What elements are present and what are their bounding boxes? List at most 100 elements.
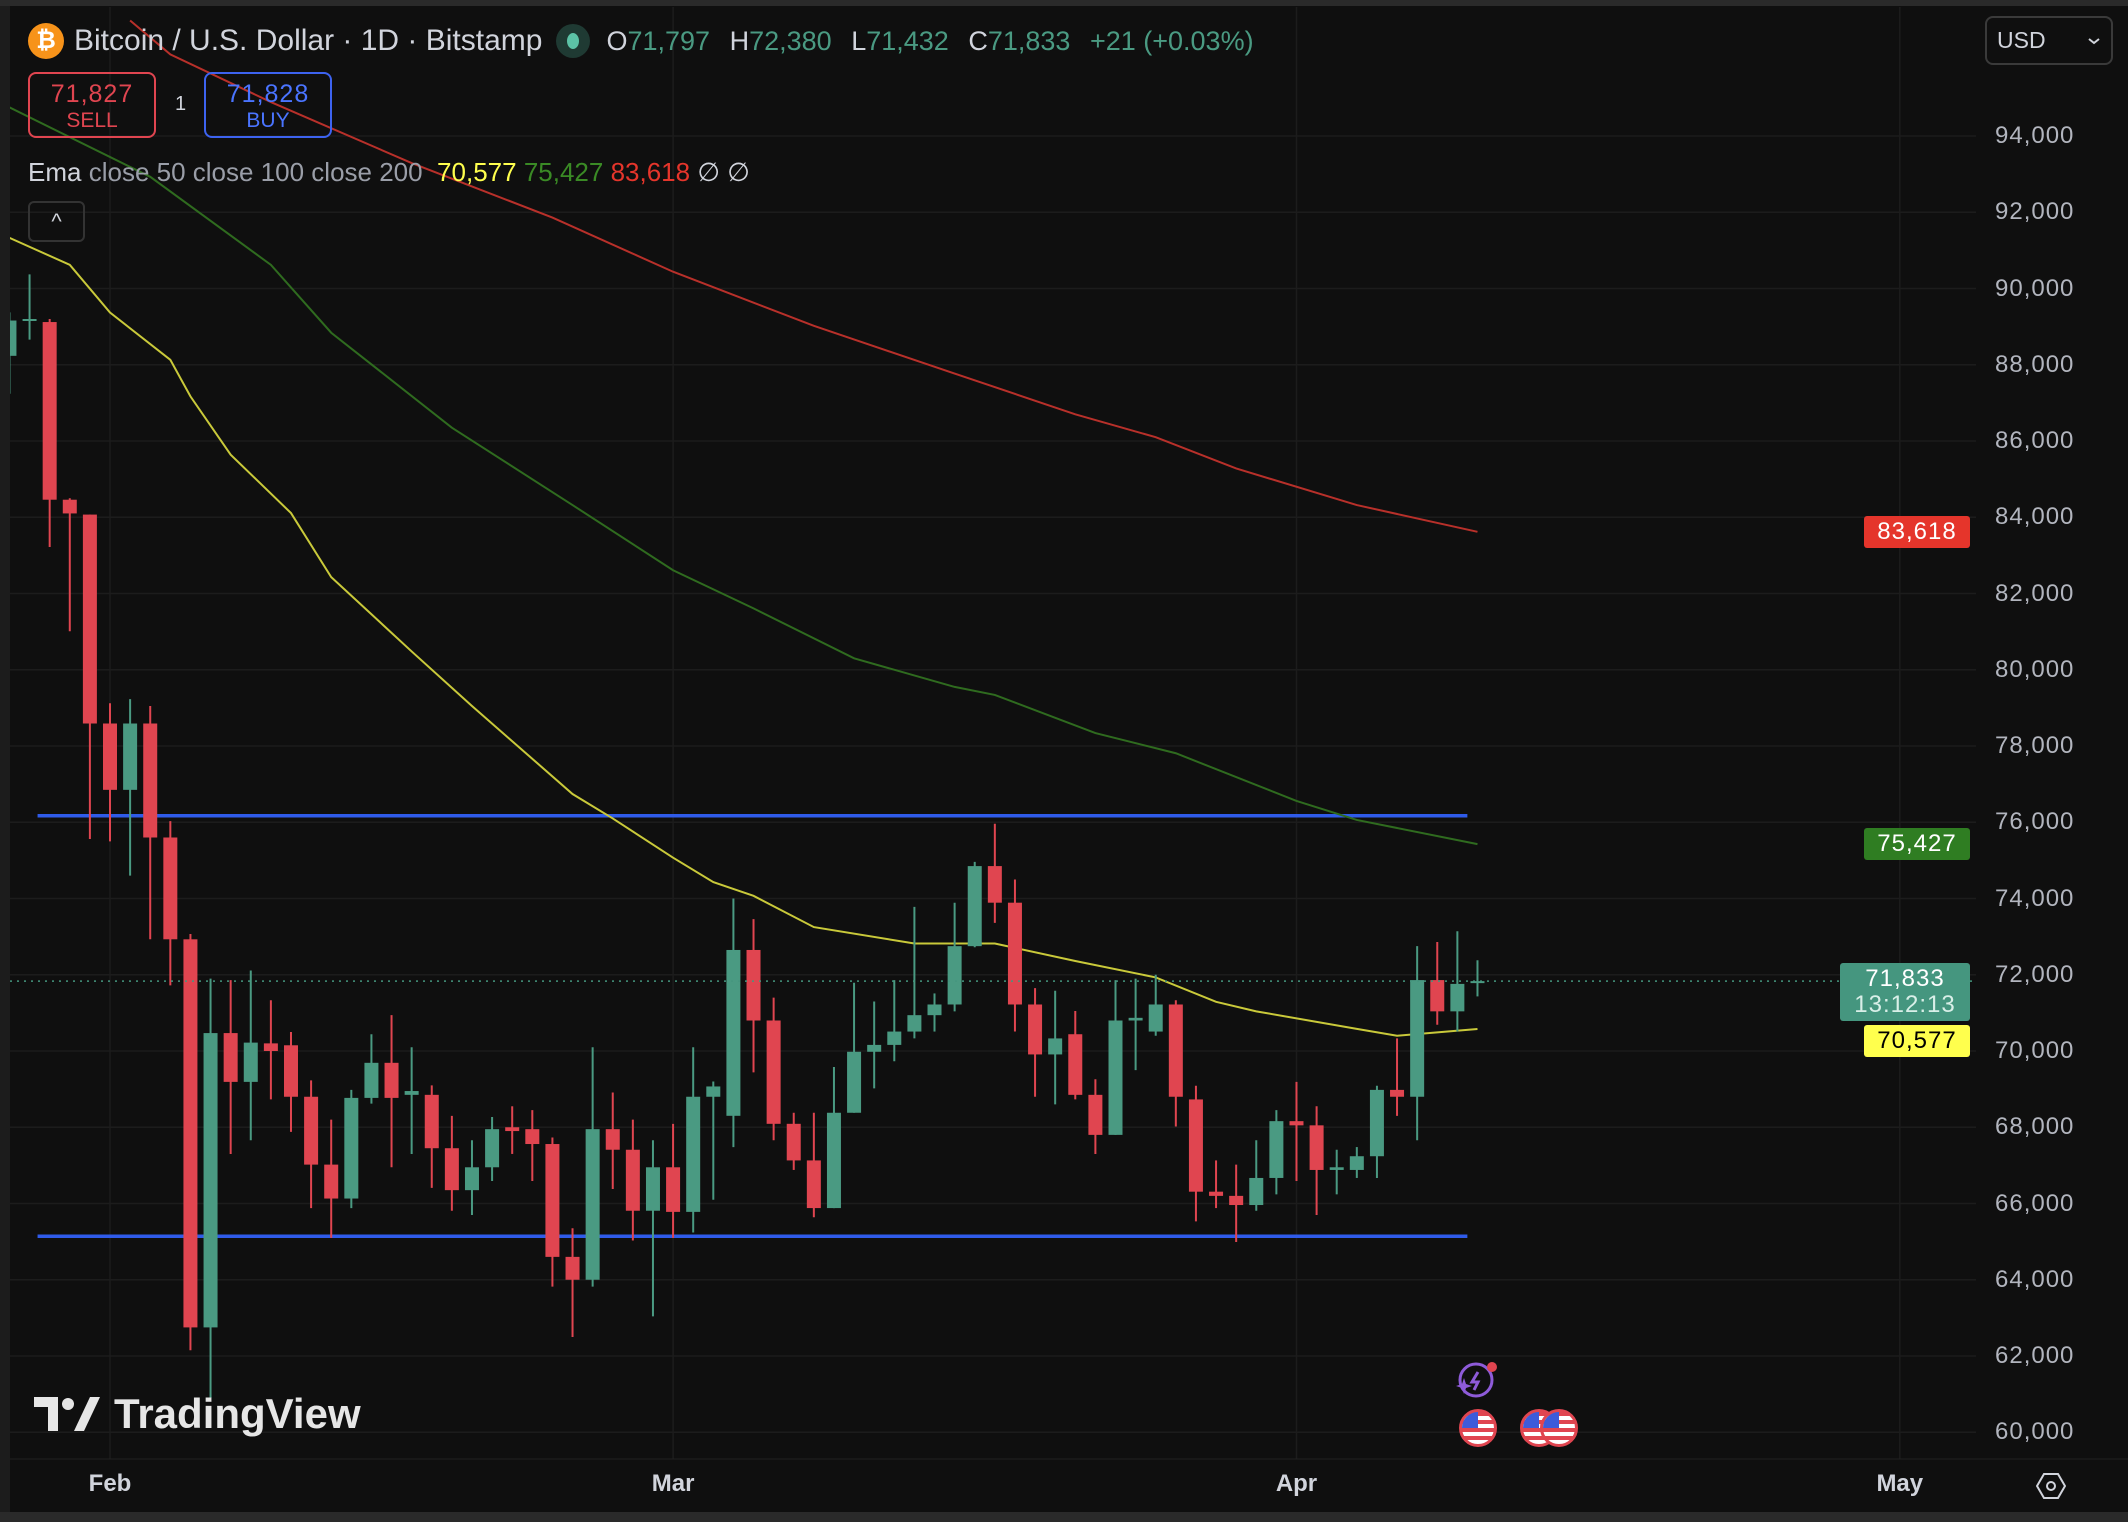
- sell-button[interactable]: 71,827 SELL: [28, 72, 156, 138]
- tradingview-watermark: TradingView: [34, 1390, 361, 1438]
- candle: [806, 1112, 821, 1218]
- candle-body: [746, 949, 761, 1021]
- candle: [1470, 960, 1485, 997]
- order-quantity[interactable]: 1: [175, 93, 187, 115]
- change-value: +21 (+0.03%): [1089, 25, 1254, 56]
- candle-body: [927, 1004, 942, 1016]
- price-badge: 75,427: [1864, 828, 1970, 861]
- candle: [344, 1089, 359, 1209]
- us-flag-icon[interactable]: [1459, 1409, 1497, 1447]
- time-tick-label: May: [1876, 1470, 1924, 1497]
- candle-body: [686, 1096, 701, 1212]
- candle-body: [364, 1062, 379, 1098]
- window-top-border: [0, 0, 2128, 6]
- candle: [1209, 1160, 1224, 1209]
- price-tick-label: 82,000: [1995, 579, 2075, 607]
- candle-body: [103, 723, 117, 790]
- candle-body: [123, 723, 138, 790]
- candle: [485, 1116, 500, 1182]
- candle-body: [1309, 1125, 1324, 1170]
- market-status-icon[interactable]: [556, 24, 591, 58]
- candle: [22, 274, 37, 340]
- time-tick-label: Mar: [651, 1470, 695, 1497]
- price-tick-label: 68,000: [1995, 1113, 2075, 1141]
- ohlc-values: O71,797 H72,380 L71,432 C71,833 +21 (+0.…: [606, 26, 1253, 57]
- ema-params: close 50 close 100 close 200: [88, 157, 423, 187]
- sell-label: SELL: [66, 109, 118, 132]
- low-label: L: [851, 25, 867, 56]
- candle: [907, 906, 922, 1039]
- candle-body: [1188, 1099, 1203, 1192]
- candle-body: [183, 939, 198, 1328]
- grid: [10, 7, 1976, 1459]
- price-tick-label: 86,000: [1995, 427, 2075, 454]
- symbol-title[interactable]: Bitcoin / U.S. Dollar · 1D · Bitstamp: [74, 24, 543, 57]
- candle: [1007, 879, 1022, 1032]
- window-bottom-border: [0, 1512, 2128, 1522]
- candle: [605, 1092, 620, 1190]
- candle-body: [545, 1144, 560, 1257]
- candle-body: [826, 1112, 841, 1209]
- candle: [1168, 1000, 1183, 1127]
- candle-body: [1028, 1004, 1043, 1055]
- time-tick-label: Feb: [88, 1470, 132, 1497]
- candle-body: [404, 1091, 419, 1095]
- candle: [1068, 1010, 1083, 1100]
- candle-body: [766, 1020, 781, 1124]
- buy-button[interactable]: 71,828 BUY: [204, 72, 332, 138]
- candle-body: [444, 1148, 459, 1191]
- price-badge: 83,618: [1864, 515, 1970, 548]
- high-value: 72,380: [749, 25, 832, 56]
- candle-body: [786, 1123, 801, 1161]
- price-tick-label: 64,000: [1995, 1265, 2075, 1293]
- currency-select[interactable]: USD: [1985, 16, 2113, 65]
- candle-body: [1329, 1167, 1344, 1170]
- symbol-header[interactable]: ₿ Bitcoin / U.S. Dollar · 1D · Bitstamp …: [28, 20, 1254, 62]
- candle: [585, 1047, 600, 1287]
- candle-body: [424, 1094, 439, 1149]
- candle-body: [887, 1031, 902, 1045]
- ema-name: Ema: [28, 157, 82, 187]
- bitcoin-icon: ₿: [28, 23, 64, 59]
- horizontal-levels[interactable]: [37, 814, 1468, 1239]
- candle: [565, 1228, 580, 1337]
- ema-line-100: [10, 106, 1478, 846]
- us-flag-icon[interactable]: [1540, 1409, 1578, 1447]
- candle-body: [1007, 902, 1022, 1005]
- candle: [1188, 1085, 1203, 1222]
- candle-body: [384, 1062, 399, 1098]
- ema50-value: 70,577: [437, 157, 517, 187]
- candle: [143, 705, 158, 940]
- candle-body: [324, 1164, 339, 1199]
- candle-body: [1068, 1034, 1083, 1095]
- candle-body: [666, 1167, 681, 1212]
- candle: [1329, 1149, 1344, 1195]
- last-price-value: 71,833: [1865, 965, 1945, 993]
- candle-body: [1108, 1020, 1123, 1135]
- collapse-legend-button[interactable]: ^: [28, 201, 85, 242]
- settings-icon[interactable]: [2036, 1471, 2066, 1501]
- candle-body: [1430, 980, 1445, 1012]
- chevron-up-icon: ^: [51, 208, 62, 234]
- candle-body: [645, 1167, 660, 1211]
- sparkle-icon[interactable]: [1448, 1358, 1500, 1404]
- ema-legend[interactable]: Ema close 50 close 100 close 200 70,577 …: [28, 157, 750, 188]
- candle-body: [1269, 1121, 1284, 1178]
- candle-body: [1048, 1038, 1063, 1055]
- candle: [1349, 1147, 1364, 1178]
- candle-body: [706, 1086, 721, 1097]
- price-badge: 70,577: [1864, 1025, 1970, 1058]
- candle: [545, 1137, 560, 1287]
- candle: [384, 1015, 399, 1168]
- candle: [887, 980, 902, 1062]
- candle: [1108, 980, 1123, 1135]
- candle-body: [1209, 1191, 1224, 1196]
- candle: [766, 997, 781, 1141]
- candle: [1249, 1140, 1264, 1211]
- candle: [1430, 941, 1445, 1025]
- candle: [62, 498, 77, 632]
- candle: [927, 993, 942, 1032]
- candle: [1369, 1085, 1384, 1178]
- candle: [243, 970, 258, 1141]
